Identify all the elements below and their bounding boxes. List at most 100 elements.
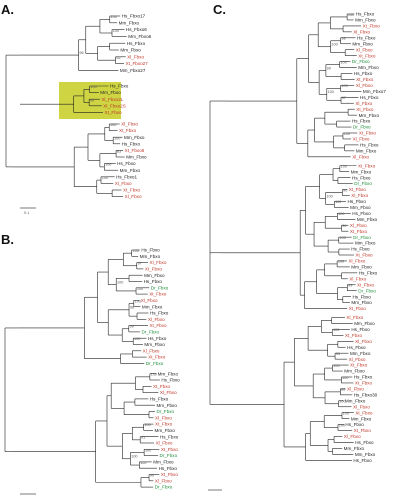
panel-c-tip-16: Xt_Fbxo [356,107,374,112]
panel-b-support-value: 99 [150,473,154,477]
panel-b-tip-23: Hs_Fbxo [150,397,169,402]
panel-c-tip-39: Hs_Fbxo [351,247,370,252]
panel-b-tip-5: Hs_Fbxo [144,279,163,284]
panel-c-tip-68: Hs_Fbxo [345,422,364,427]
scale-bar-label: 0.1 [24,211,29,215]
panel-b-tip-14: Hs_Fbxo [148,336,167,341]
panel-b-tip-27: Xt_Fbxo [155,422,173,427]
panel-c-support-value: 100 [339,423,345,427]
panel-b-support-value: 100 [140,461,146,465]
panel-b-tip-18: Dr_Fbxo [146,361,164,366]
panel-c-support-value: 90 [343,188,347,192]
panel-b-tip-17: Xt_Fbxo [148,355,166,360]
panel-b-support-value: 100 [133,249,139,253]
panel-b-tip-37: Dr_Fbxo [155,485,173,490]
panel-c-support-value: 100 [333,364,339,368]
panel-b-tip-35: Xt_Fbxo [161,472,179,477]
panel-c-tip-36: Xt_Fbxo [350,229,368,234]
panel-a-tip-211: Xl_Fbxo [125,194,142,199]
panel-c-tip-29: Xt_Fbxo [349,187,367,192]
panel-b-tip-19: Mm_Fbxo [158,371,179,376]
panel-c-support-value: 98 [341,37,345,41]
panel-c-support-value: 100 [343,411,349,415]
panel-c-tip-18: Hs_Fbxo [352,119,371,124]
panel-a-tip-208: Hs_Fbxo1 [116,174,137,179]
panel-b-tip-28: Mm_Fbxo [155,428,176,433]
panel-c-support-value: 88 [341,388,345,392]
panel-c-tip-59: Mm_Fbxo [344,369,365,374]
panel-c-tip-71: Hs_Fbxo [355,440,374,445]
panel-b-tip-20: Hs_Fbxo [161,378,180,383]
panel-a-support-value: 100 [113,29,119,33]
panel-a-tip-201: Xt_Fbxo [119,128,137,133]
panel-a-support-value: 100 [114,136,120,140]
panel-c-support-value: 100 [339,400,345,404]
panel-c-tip-41: Xl_Fbxo [348,259,365,264]
panel-b-tip-15: Mm_Fbxo [144,342,165,347]
panel-a-highlight-tip-101: Mm_Fbxo [100,90,121,95]
panel-b-tip-3: Xt_Fbxo [145,267,163,272]
panel-c-tip-9: Mm_Fbxo [358,65,379,70]
panel-c-support-value: 100 [341,165,347,169]
panel-c-tree: Hs_FbxoMm_FbxoXt_FbxoXl_FbxoHs_FbxoMm_Fb… [208,12,386,491]
panel-c-tip-34: Mm_Fbxo [357,217,378,222]
panel-c-tip-46: Dr_Fbxo [358,288,376,293]
panel-b-support-value: 100 [131,455,137,459]
panel-c-tip-32: Mm_Fbxo [350,205,371,210]
panel-b-tip-11: Xl_Fbxo [148,317,165,322]
panel-a-support-value: 96 [79,51,83,55]
panel-c-tip-3: Xl_Fbxo [353,29,370,34]
highlight-box [59,82,121,119]
panel-c-tip-13: Mm_Fbxo7 [363,89,386,94]
panel-label-a: A. [1,2,14,17]
panel-c-tip-11: Xt_Fbxo [356,77,374,82]
panel-b-tip-0: Hs_Fbxo [141,248,160,253]
panel-c-support-value: 99 [348,284,352,288]
panel-c-support-value: 100 [338,260,344,264]
panel-a-tip-7: Xt_Fbxo27 [126,61,149,66]
panel-b-tip-4: Mm_Fbxo [144,273,165,278]
panel-c-tip-64: Mm_Fbxo [345,398,366,403]
panel-c-tip-50: Xl_Fbxo [346,315,363,320]
panel-c-tip-58: Xt_Fbxo [350,363,368,368]
panel-a-support-value: 92 [116,56,120,60]
panel-a-tip-205: Mm_Fbxo [126,155,147,160]
panel-b-support-value: 100 [135,299,141,303]
panel-a-support-value: 100 [111,15,117,19]
panel-c-support-value: 100 [328,90,334,94]
panel-c-tip-57: Xl_Fbxo [349,357,366,362]
panel-c-tip-21: Xl_Fbxo [353,137,370,142]
panel-a-tip-6: Xl_Fbxo [127,54,144,59]
panel-c-tip-33: Hs_Fbxo [352,211,371,216]
panel-b-tip-1: Mm_Fbxo [140,254,161,259]
panel-a-tip-2: Hs_Fbxo6 [126,27,147,32]
panel-b-tip-7: Xt_Fbxo [149,292,167,297]
panel-c-tip-25: Xt_Fbxo [358,163,376,168]
panel-a-support-value: 100 [102,176,108,180]
panel-c-tip-56: Mm_Fbxo [350,351,371,356]
panel-c-support-value: 100 [331,43,337,47]
panel-b-tip-2: Xl_Fbxo [150,260,167,265]
panel-c-support-value: 100 [344,132,350,136]
panel-c-tip-47: Hs_Fbxo [352,294,371,299]
panel-a-tip-0: Hs_Fbxo17 [122,14,146,19]
panel-a-highlight-tip-102: Xl_Fbxo2L [101,97,123,102]
panel-b-support-value: 100 [144,423,150,427]
panel-c-tip-52: Hs_Fbxo [351,327,370,332]
panel-c-tip-66: Xt_Fbxo [355,410,373,415]
panel-a-tip-207: Mm_Fbxo [120,168,141,173]
panel-a-tip-4: Hs_Fbxo [127,41,146,46]
panel-a-tip-202: Mm_Fbxo [124,135,145,140]
panel-b-tip-33: Mm_Fbxo [153,460,174,465]
panel-b-support-value: 100 [134,337,140,341]
panel-b-tip-32: Dr_Fbxo [160,453,178,458]
panel-a-tip-210: Xt_Fbxo [123,188,141,193]
panel-c-support-value: 100 [340,60,346,64]
panel-c-tip-51: Mm_Fbxo [354,321,375,326]
panel-c-support-value: 95 [336,352,340,356]
panel-c-support-value: 99 [327,66,331,70]
panel-b-tip-36: Xl_Fbxo [155,478,172,483]
panel-c-tip-12: Xl_Fbxo [356,83,373,88]
panel-c-tip-20: Xt_Fbxo [359,131,377,136]
